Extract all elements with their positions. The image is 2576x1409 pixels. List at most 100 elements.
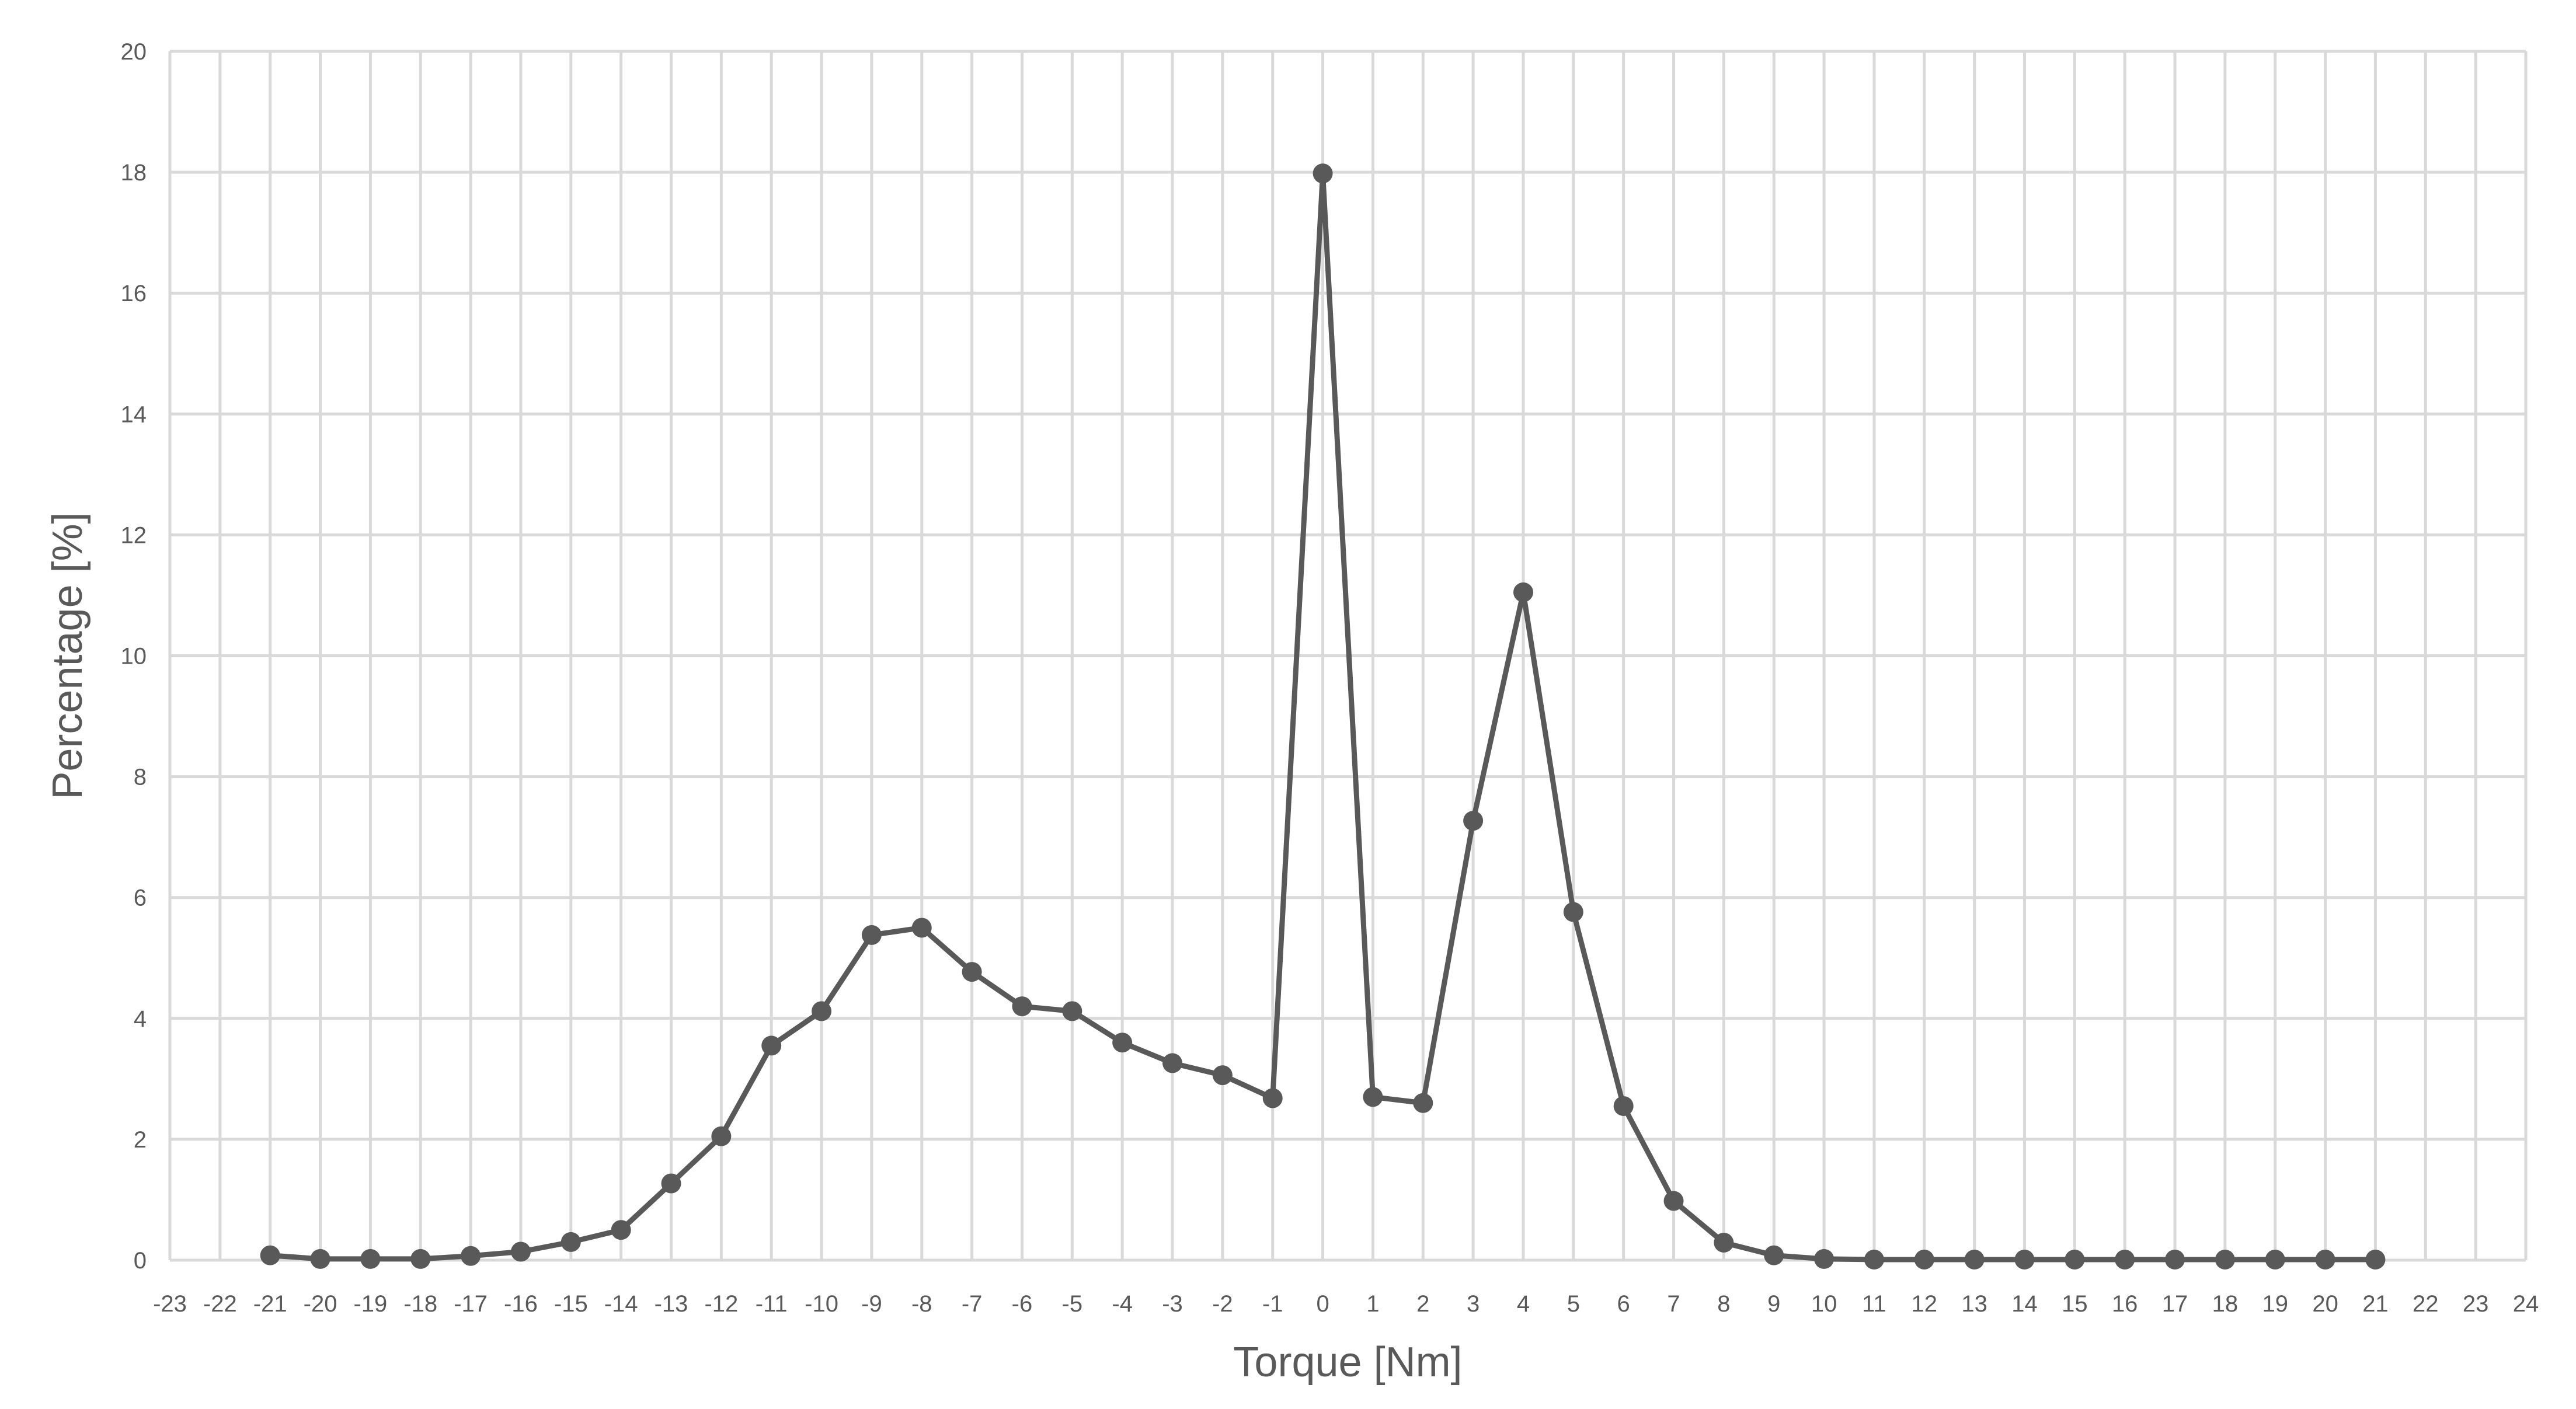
x-tick-label: -21 [253,1291,287,1317]
data-point [2165,1249,2185,1270]
x-tick-label: -4 [1112,1291,1133,1317]
x-tick-label: -17 [454,1291,488,1317]
data-point [2115,1249,2135,1270]
grid-lines [168,50,2528,1262]
x-tick-label: -5 [1062,1291,1083,1317]
x-tick-label: 17 [2162,1291,2188,1317]
x-tick-label: -7 [962,1291,983,1317]
x-tick-label: -16 [504,1291,538,1317]
data-point [1313,163,1333,184]
data-point [1112,1033,1133,1053]
x-tick-label: 11 [1862,1291,1886,1317]
x-tick-label: 1 [1366,1291,1379,1317]
data-point [2265,1249,2285,1270]
data-point [1613,1096,1634,1116]
data-point [2065,1249,2085,1270]
y-tick-label: 8 [134,765,147,790]
data-point [1563,902,1583,922]
x-tick-label: 10 [1811,1291,1837,1317]
data-point [360,1248,381,1269]
x-tick-label: 6 [1617,1291,1630,1317]
x-tick-label: 22 [2413,1291,2439,1317]
y-tick-label: 20 [121,39,147,65]
data-point [1663,1191,1684,1211]
y-axis-ticks: 0 2 4 6 8 10 12 14 16 18 20 [121,39,147,1274]
x-tick-label: -12 [704,1291,738,1317]
x-axis-ticks: -23 -22 -21 -20 -19 -18 -17 -16 -15 -14 -13 -12 -11-… [153,1291,2539,1317]
x-tick-label: -1 [1262,1291,1283,1317]
x-tick-label: 23 [2463,1291,2489,1317]
data-point [1012,996,1032,1017]
x-axis-title: Torque [Nm] [1233,1339,1462,1386]
data-point [1964,1249,1985,1270]
data-point [561,1232,581,1252]
x-tick-label: 19 [2262,1291,2288,1317]
x-tick-label: -3 [1162,1291,1183,1317]
x-tick-label: 13 [1961,1291,1987,1317]
data-point [1714,1232,1734,1253]
data-point [2315,1249,2335,1270]
x-tick-label: 5 [1567,1291,1580,1317]
data-point [1914,1249,1934,1270]
x-tick-label: 16 [2112,1291,2138,1317]
data-point [410,1248,431,1269]
data-point [260,1245,280,1265]
y-tick-label: 14 [121,402,147,427]
data-point [911,918,932,938]
data-point [962,962,982,982]
data-point [661,1173,681,1194]
data-point [1062,1001,1082,1021]
x-tick-label: 24 [2513,1291,2539,1317]
x-tick-label: -19 [353,1291,387,1317]
data-point [2014,1249,2035,1270]
x-tick-label: 20 [2312,1291,2338,1317]
data-point [1262,1088,1283,1108]
x-tick-label: 2 [1416,1291,1429,1317]
y-tick-label: 18 [121,160,147,186]
x-tick-label: -18 [403,1291,437,1317]
x-tick-label: 21 [2362,1291,2389,1317]
y-tick-label: 0 [134,1248,147,1274]
data-point [1413,1093,1433,1113]
x-tick-label: 7 [1667,1291,1680,1317]
x-tick-label: -2 [1212,1291,1233,1317]
data-point [1363,1087,1383,1107]
data-point [1814,1248,1834,1269]
y-tick-label: 16 [121,281,147,306]
x-tick-label: 0 [1316,1291,1329,1317]
data-point [510,1241,531,1262]
y-tick-label: 10 [121,644,147,669]
x-tick-label: -23 [153,1291,187,1317]
data-point [2215,1249,2235,1270]
data-point [1463,811,1484,831]
x-tick-label: -13 [655,1291,688,1317]
data-point [812,1001,832,1021]
data-point [861,925,882,945]
x-tick-label: 8 [1717,1291,1730,1317]
data-point [1864,1249,1884,1270]
data-point [1162,1053,1183,1073]
data-point [711,1126,732,1146]
data-point [2365,1249,2386,1270]
x-tick-label: 12 [1912,1291,1938,1317]
x-tick-label: 18 [2212,1291,2239,1317]
data-point [1212,1065,1233,1086]
y-tick-label: 12 [121,522,147,548]
data-point [461,1246,481,1266]
x-tick-label: 15 [2062,1291,2088,1317]
y-axis-title: Percentage [%] [44,512,91,799]
x-tick-label: -10 [805,1291,838,1317]
x-tick-label: -20 [304,1291,337,1317]
x-tick-label: -15 [554,1291,588,1317]
series-group [260,163,2386,1270]
y-tick-label: 4 [134,1006,147,1032]
y-tick-label: 6 [134,885,147,911]
data-point [761,1035,782,1056]
data-point [310,1248,330,1269]
data-point [1764,1245,1784,1265]
x-tick-label: -9 [861,1291,882,1317]
x-tick-label: -22 [203,1291,237,1317]
x-tick-label: 3 [1467,1291,1480,1317]
x-tick-label: 14 [2011,1291,2038,1317]
